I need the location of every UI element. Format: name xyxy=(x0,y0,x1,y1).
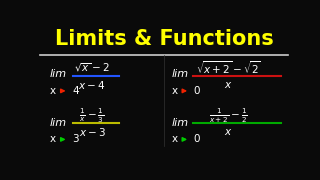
Text: $\sqrt{x+2}-\sqrt{2}$: $\sqrt{x+2}-\sqrt{2}$ xyxy=(196,60,261,76)
Text: 0: 0 xyxy=(194,86,200,96)
Text: $x-3$: $x-3$ xyxy=(79,127,106,138)
Text: $\sqrt{x}-2$: $\sqrt{x}-2$ xyxy=(74,62,110,74)
Text: 3: 3 xyxy=(72,134,79,144)
Text: x: x xyxy=(172,134,178,144)
Text: $x$: $x$ xyxy=(224,127,233,138)
Text: lim: lim xyxy=(172,118,188,128)
Text: Limits & Functions: Limits & Functions xyxy=(55,28,273,49)
Text: $\frac{1}{x+2}-\frac{1}{2}$: $\frac{1}{x+2}-\frac{1}{2}$ xyxy=(209,107,248,125)
Text: x: x xyxy=(172,86,178,96)
Text: $x$: $x$ xyxy=(224,80,233,90)
Text: $\frac{1}{x}-\frac{1}{3}$: $\frac{1}{x}-\frac{1}{3}$ xyxy=(79,107,105,125)
Text: $x-4$: $x-4$ xyxy=(78,79,106,91)
Text: lim: lim xyxy=(172,69,188,79)
Text: lim: lim xyxy=(50,69,67,79)
Text: x: x xyxy=(50,134,56,144)
Text: lim: lim xyxy=(50,118,67,128)
Text: 4: 4 xyxy=(72,86,79,96)
Text: 0: 0 xyxy=(194,134,200,144)
Text: x: x xyxy=(50,86,56,96)
